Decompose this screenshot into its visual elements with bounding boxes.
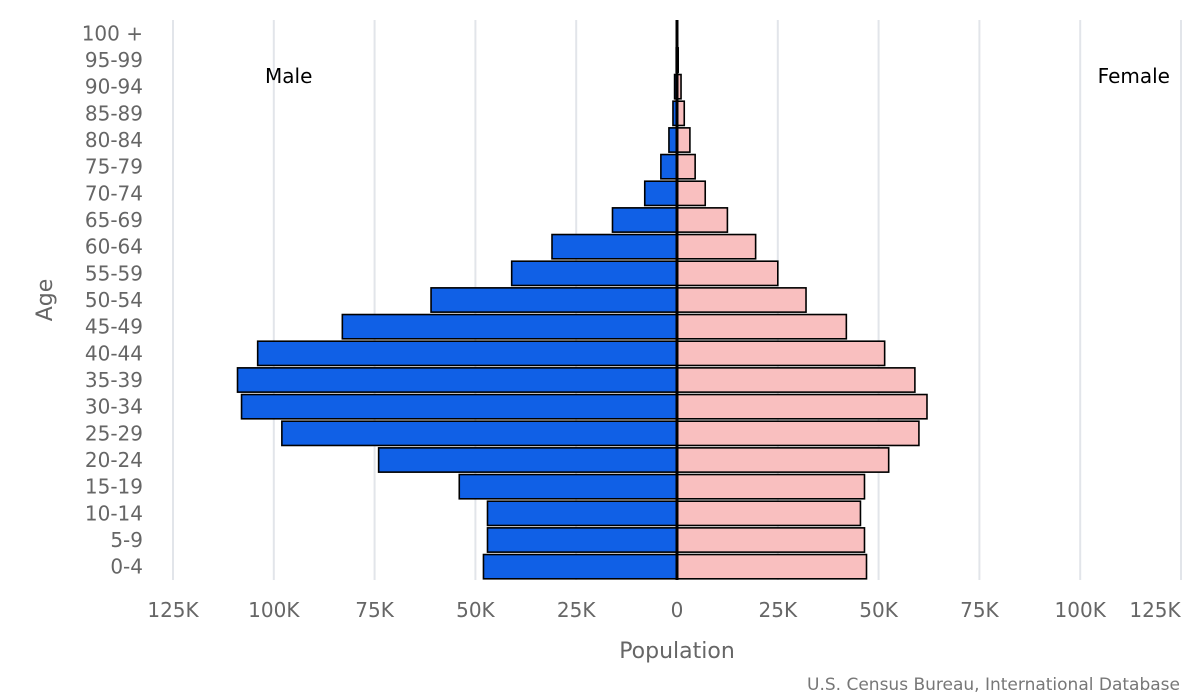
x-tick-label: 50K: [456, 598, 495, 622]
x-tick-label: 25K: [759, 598, 798, 622]
y-tick-label: 50-54: [85, 288, 143, 312]
y-tick-label: 0-4: [110, 555, 143, 579]
x-tick-label: 125K: [147, 598, 199, 622]
bar-female-25-29: [676, 420, 920, 447]
legend-female-label: Female: [1098, 64, 1170, 88]
bar-female-60-64: [676, 233, 757, 260]
x-tick-label: 75K: [960, 598, 999, 622]
x-tick-label: 0: [671, 598, 684, 622]
bar-female-5-9: [676, 527, 866, 553]
bar-male-35-39: [236, 367, 678, 393]
y-tick-label: 65-69: [85, 208, 143, 232]
bar-female-15-19: [676, 473, 866, 500]
y-tick-label: 45-49: [85, 315, 143, 339]
bar-male-40-44: [256, 340, 678, 367]
x-tick-label: 125K: [1129, 598, 1181, 622]
x-axis-tick-labels: 125K 100K 75K 50K 25K 0 25K 50K 75K 100K 125K: [147, 598, 1181, 622]
y-tick-label: 15-19: [85, 475, 143, 499]
y-tick-label: 80-84: [85, 128, 143, 152]
y-tick-label: 100 +: [82, 21, 143, 45]
bar-female-55-59: [676, 260, 779, 287]
y-tick-label: 25-29: [85, 421, 143, 445]
y-tick-label: 40-44: [85, 341, 143, 365]
bar-female-65-69: [676, 207, 729, 233]
bar-female-70-74: [676, 180, 707, 207]
bar-female-75-79: [676, 153, 696, 180]
bar-male-75-79: [660, 153, 678, 180]
y-axis-title: Age: [33, 279, 58, 322]
x-axis-title: Population: [619, 639, 735, 664]
bar-female-35-39: [676, 367, 916, 393]
y-tick-label: 60-64: [85, 235, 143, 259]
bar-male-5-9: [486, 527, 678, 553]
bar-male-45-49: [341, 313, 678, 340]
source-credit: U.S. Census Bureau, International Databa…: [807, 675, 1180, 695]
bar-male-65-69: [611, 207, 678, 233]
x-tick-label: 25K: [557, 598, 596, 622]
y-tick-label: 35-39: [85, 368, 143, 392]
bar-female-40-44: [676, 340, 886, 367]
bar-male-55-59: [510, 260, 678, 287]
y-tick-label: 70-74: [85, 181, 143, 205]
bar-male-10-14: [486, 500, 678, 527]
bar-male-50-54: [430, 287, 678, 313]
bar-male-70-74: [643, 180, 678, 207]
y-tick-label: 30-34: [85, 395, 143, 419]
y-tick-label: 75-79: [85, 155, 143, 179]
bar-male-0-4: [482, 553, 678, 580]
y-tick-label: 95-99: [85, 48, 143, 72]
male-series: [236, 20, 678, 580]
bar-female-80-84: [676, 127, 691, 153]
bar-female-10-14: [676, 500, 862, 527]
bar-male-25-29: [281, 420, 678, 447]
bar-female-0-4: [676, 553, 868, 580]
y-tick-label: 90-94: [85, 75, 143, 99]
bar-female-30-34: [676, 393, 928, 420]
bar-male-20-24: [377, 447, 678, 473]
x-tick-label: 75K: [355, 598, 394, 622]
x-tick-label: 100K: [1055, 598, 1107, 622]
female-series: [676, 20, 928, 580]
bar-male-60-64: [551, 233, 678, 260]
y-tick-label: 10-14: [85, 501, 143, 525]
y-tick-label: 20-24: [85, 448, 143, 472]
y-tick-label: 55-59: [85, 261, 143, 285]
x-tick-label: 100K: [248, 598, 300, 622]
bar-female-20-24: [676, 447, 890, 473]
y-tick-label: 5-9: [110, 528, 143, 552]
bar-male-30-34: [240, 393, 678, 420]
legend-male-label: Male: [265, 64, 312, 88]
x-tick-label: 50K: [859, 598, 898, 622]
y-tick-label: 85-89: [85, 101, 143, 125]
bar-female-45-49: [676, 313, 848, 340]
bar-female-50-54: [676, 287, 807, 313]
bar-male-15-19: [458, 473, 678, 500]
